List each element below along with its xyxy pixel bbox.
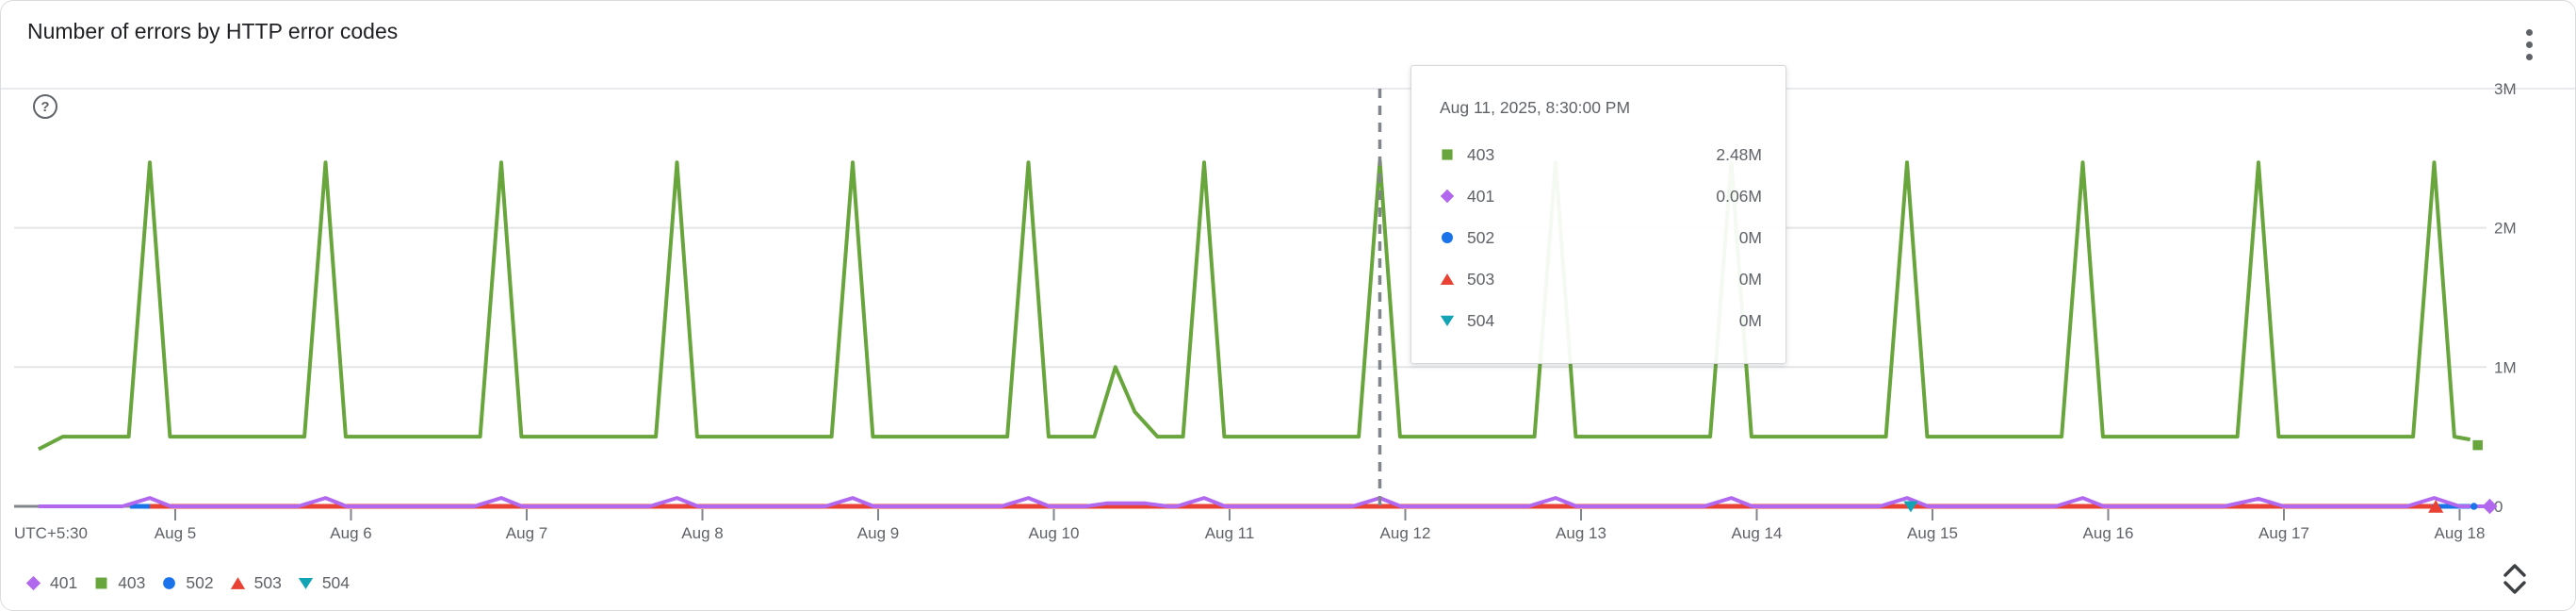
page-title: Number of errors by HTTP error codes <box>27 19 399 43</box>
series-end-marker-401 <box>2482 498 2498 515</box>
tooltip-row-401: 401 0.06M <box>1411 175 1785 217</box>
tooltip-row-504: 504 0M <box>1411 300 1785 341</box>
x-axis-label: Aug 12 <box>1380 524 1431 542</box>
legend-label: 502 <box>186 572 214 592</box>
tooltip-series-value: 0M <box>1738 227 1762 247</box>
triangle-down-marker-icon <box>1903 501 1918 513</box>
legend-item-504[interactable]: 504 <box>298 573 350 593</box>
diamond-marker-icon <box>25 575 41 590</box>
x-axis-label: Aug 18 <box>2435 524 2486 542</box>
tooltip-timestamp: Aug 11, 2025, 8:30:00 PM <box>1440 98 1631 117</box>
tooltip-series-label: 503 <box>1467 269 1495 289</box>
triangle-down-marker-icon <box>1440 315 1455 326</box>
tooltip-series-value: 0M <box>1738 310 1762 330</box>
tooltip-series-label: 502 <box>1467 227 1495 247</box>
triangle-up-marker-icon <box>2428 500 2444 513</box>
x-axis-label: Aug 13 <box>1556 524 1606 542</box>
x-axis-label: Aug 10 <box>1029 524 1080 542</box>
legend-item-502[interactable]: 502 <box>161 572 214 593</box>
square-marker-icon <box>2472 439 2483 451</box>
chevron-up-down-icon <box>2503 564 2526 594</box>
square-marker-icon <box>1442 149 1453 160</box>
x-axis-label: Aug 8 <box>681 524 723 542</box>
kebab-menu-icon[interactable] <box>2515 24 2543 65</box>
tooltip-row-503: 503 0M <box>1411 258 1785 300</box>
legend-label: 401 <box>50 572 78 592</box>
x-axis-label: Aug 9 <box>857 524 899 542</box>
expand-collapse-control[interactable] <box>2494 557 2535 601</box>
diamond-marker-icon <box>2482 498 2498 515</box>
circle-marker-icon <box>163 576 176 589</box>
timezone-label: UTC+5:30 <box>14 524 88 542</box>
x-axis-label: Aug 7 <box>506 524 547 542</box>
legend-label: 403 <box>118 572 146 592</box>
circle-marker-icon <box>2470 503 2478 510</box>
series-end-marker-502 <box>2470 503 2478 510</box>
legend-label: 503 <box>253 572 282 592</box>
x-axis-label: Aug 15 <box>1907 524 1958 542</box>
tooltip-series-value: 0.06M <box>1716 186 1762 206</box>
x-axis-label: Aug 11 <box>1205 524 1255 542</box>
x-axis-label: Aug 17 <box>2258 524 2309 542</box>
series-end-marker-504 <box>1903 501 1918 513</box>
chart-legend: 401 403 502 503 504 <box>25 568 350 598</box>
tooltip-series-value: 2.48M <box>1716 144 1762 164</box>
legend-label: 504 <box>321 572 351 592</box>
triangle-up-marker-icon <box>230 576 245 589</box>
legend-item-403[interactable]: 403 <box>93 573 145 593</box>
header-divider <box>1 88 2575 90</box>
triangle-up-marker-icon <box>1440 273 1455 285</box>
y-axis-label: 1M <box>2494 358 2517 376</box>
legend-item-503[interactable]: 503 <box>230 573 282 593</box>
tooltip-row-502: 502 0M <box>1411 217 1785 258</box>
tooltip-series-label: 403 <box>1467 144 1495 164</box>
square-marker-icon <box>95 577 107 588</box>
triangle-down-marker-icon <box>298 577 313 589</box>
series-end-marker-403 <box>2472 439 2483 451</box>
x-axis-label: Aug 14 <box>1732 524 1783 542</box>
diamond-marker-icon <box>1440 189 1455 204</box>
help-icon[interactable]: ? <box>33 94 57 119</box>
tooltip-series-value: 0M <box>1738 269 1762 289</box>
tooltip-series-label: 401 <box>1467 186 1495 206</box>
tooltip-rows: 403 2.48M 401 0.06M 502 0M 503 0M 504 0M <box>1411 134 1785 341</box>
chart-tooltip: Aug 11, 2025, 8:30:00 PM 403 2.48M 401 0.06… <box>1410 65 1786 364</box>
series-line-401 <box>38 496 2486 508</box>
y-axis-label: 3M <box>2494 80 2517 98</box>
y-axis-label: 2M <box>2494 220 2517 238</box>
legend-item-401[interactable]: 401 <box>25 573 77 593</box>
series-line-403 <box>37 158 2471 452</box>
x-axis-label: Aug 5 <box>155 524 196 542</box>
tooltip-row-403: 403 2.48M <box>1411 134 1785 175</box>
series-end-marker-503 <box>2428 500 2444 513</box>
circle-marker-icon <box>1442 232 1453 243</box>
y-axis-label: 0 <box>2494 498 2503 516</box>
x-axis-label: Aug 6 <box>330 524 371 542</box>
tooltip-series-label: 504 <box>1467 310 1495 330</box>
x-axis-label: Aug 16 <box>2083 524 2134 542</box>
